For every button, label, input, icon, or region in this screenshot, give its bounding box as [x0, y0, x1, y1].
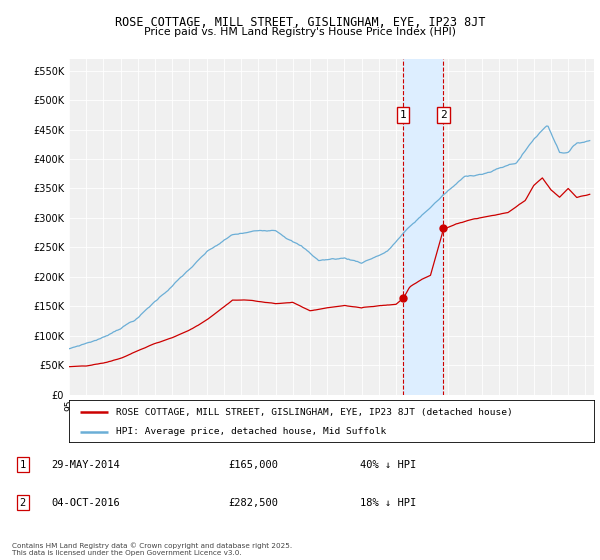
Text: 18% ↓ HPI: 18% ↓ HPI	[360, 498, 416, 508]
Text: Price paid vs. HM Land Registry's House Price Index (HPI): Price paid vs. HM Land Registry's House …	[144, 27, 456, 37]
Text: 40% ↓ HPI: 40% ↓ HPI	[360, 460, 416, 470]
Text: ROSE COTTAGE, MILL STREET, GISLINGHAM, EYE, IP23 8JT: ROSE COTTAGE, MILL STREET, GISLINGHAM, E…	[115, 16, 485, 29]
Text: 1: 1	[400, 110, 406, 120]
Text: Contains HM Land Registry data © Crown copyright and database right 2025.
This d: Contains HM Land Registry data © Crown c…	[12, 542, 292, 556]
Bar	[403, 59, 443, 395]
Text: ROSE COTTAGE, MILL STREET, GISLINGHAM, EYE, IP23 8JT (detached house): ROSE COTTAGE, MILL STREET, GISLINGHAM, E…	[116, 408, 513, 417]
Text: HPI: Average price, detached house, Mid Suffolk: HPI: Average price, detached house, Mid …	[116, 427, 386, 436]
Text: 1: 1	[20, 460, 26, 470]
Text: £165,000: £165,000	[228, 460, 278, 470]
Text: 2: 2	[20, 498, 26, 508]
Text: 2: 2	[440, 110, 447, 120]
Text: 04-OCT-2016: 04-OCT-2016	[51, 498, 120, 508]
Text: 29-MAY-2014: 29-MAY-2014	[51, 460, 120, 470]
Text: £282,500: £282,500	[228, 498, 278, 508]
